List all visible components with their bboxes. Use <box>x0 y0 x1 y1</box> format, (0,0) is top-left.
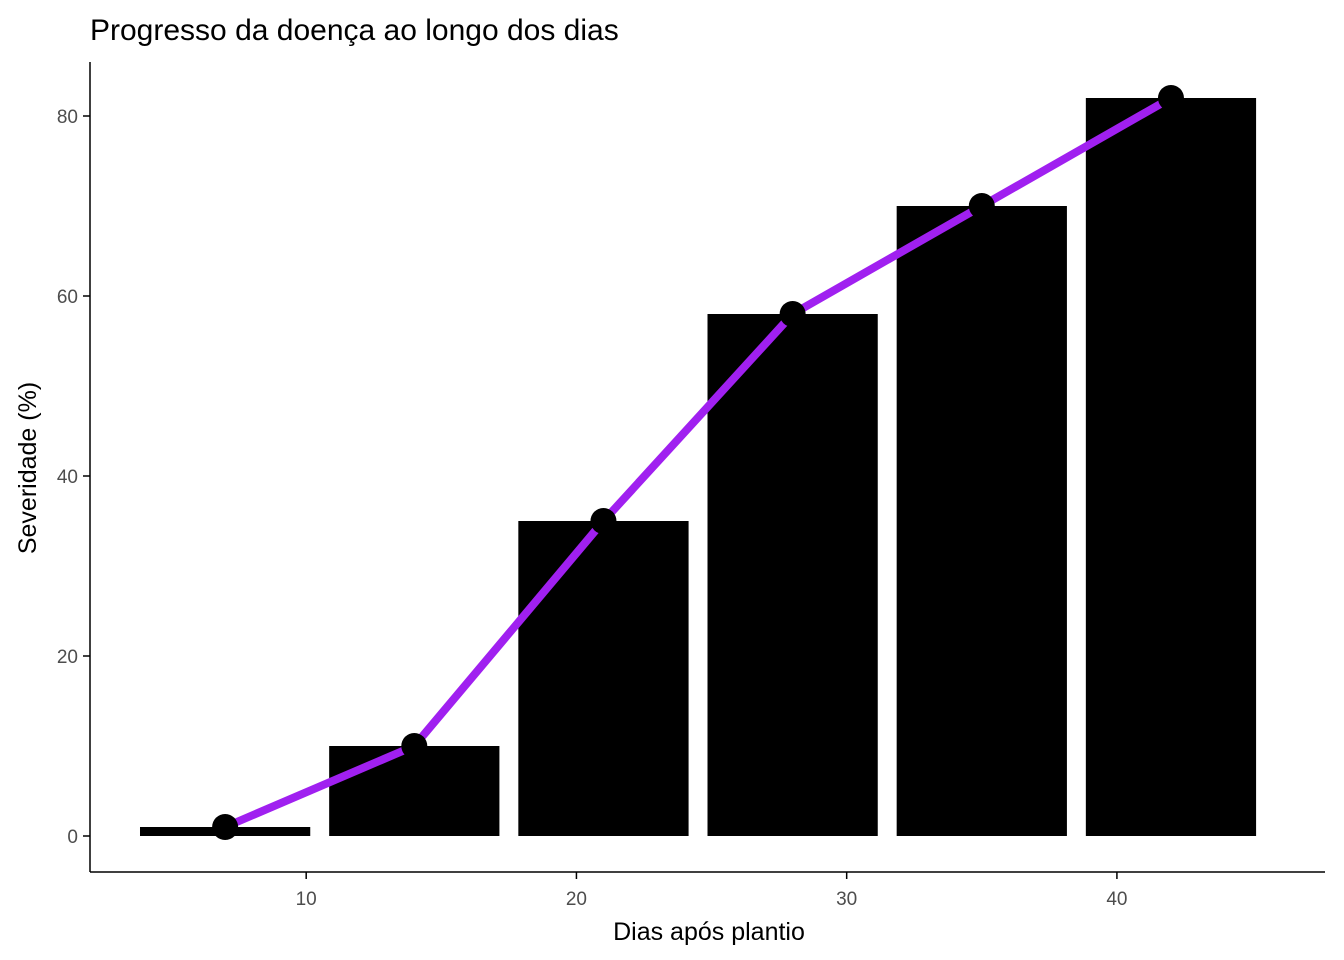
point-7 <box>212 814 239 840</box>
bar-group <box>139 98 1257 836</box>
x-tick-label-30: 30 <box>836 889 857 910</box>
x-ticks: 10 20 30 40 <box>296 872 1127 910</box>
y-tick-label-40: 40 <box>57 467 78 488</box>
y-tick-label-20: 20 <box>57 647 78 668</box>
bar-35 <box>896 206 1067 836</box>
axes: 0 20 40 60 80 10 20 30 40 <box>57 62 1325 910</box>
point-21 <box>590 508 617 534</box>
x-tick-label-40: 40 <box>1106 889 1127 910</box>
y-ticks: 0 20 40 60 80 <box>57 107 90 848</box>
point-42 <box>1157 85 1184 111</box>
y-axis-title: Severidade (%) <box>14 382 42 554</box>
plot-area <box>139 85 1257 840</box>
point-14 <box>401 733 428 759</box>
y-tick-label-80: 80 <box>57 107 78 128</box>
line-group <box>223 94 1173 831</box>
x-tick-label-10: 10 <box>296 889 317 910</box>
series-line <box>223 94 1173 831</box>
y-tick-label-0: 0 <box>67 827 78 848</box>
x-axis-title: Dias após plantio <box>613 918 805 946</box>
bar-28 <box>707 314 878 836</box>
bar-42 <box>1085 98 1257 836</box>
bar-14 <box>329 746 500 836</box>
point-35 <box>968 193 995 219</box>
chart-title: Progresso da doença ao longo dos dias <box>90 14 619 47</box>
bar-21 <box>518 521 689 836</box>
point-group <box>212 85 1184 840</box>
x-tick-label-20: 20 <box>566 889 587 910</box>
point-28 <box>779 301 806 327</box>
y-tick-label-60: 60 <box>57 287 78 308</box>
